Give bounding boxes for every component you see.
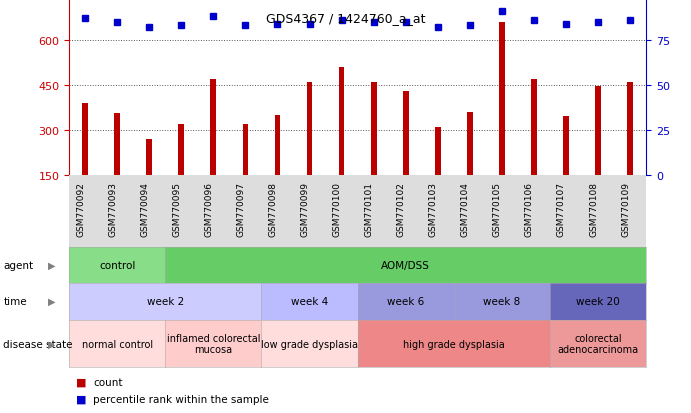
Text: GSM770098: GSM770098 <box>269 181 278 236</box>
Text: high grade dysplasia: high grade dysplasia <box>403 339 504 349</box>
Bar <box>435 128 441 176</box>
Text: week 8: week 8 <box>483 297 520 306</box>
Text: colorectal
adenocarcinoma: colorectal adenocarcinoma <box>558 333 638 355</box>
Text: inflamed colorectal
mucosa: inflamed colorectal mucosa <box>167 333 260 355</box>
Text: control: control <box>99 260 135 271</box>
Text: low grade dysplasia: low grade dysplasia <box>261 339 358 349</box>
Bar <box>274 116 281 176</box>
Text: ■: ■ <box>76 377 86 387</box>
Text: week 6: week 6 <box>387 297 424 306</box>
Bar <box>627 83 633 176</box>
Bar <box>595 87 601 176</box>
Text: percentile rank within the sample: percentile rank within the sample <box>93 394 269 404</box>
Text: GSM770105: GSM770105 <box>493 181 502 236</box>
Text: GSM770107: GSM770107 <box>557 181 566 236</box>
Bar <box>467 113 473 176</box>
Text: GSM770092: GSM770092 <box>76 181 85 236</box>
Text: GSM770109: GSM770109 <box>621 181 630 236</box>
Text: normal control: normal control <box>82 339 153 349</box>
Text: GSM770108: GSM770108 <box>589 181 598 236</box>
Text: week 2: week 2 <box>146 297 184 306</box>
Bar <box>211 80 216 176</box>
Text: GSM770104: GSM770104 <box>461 181 470 236</box>
Text: GDS4367 / 1424760_a_at: GDS4367 / 1424760_a_at <box>266 12 425 25</box>
Text: GSM770094: GSM770094 <box>140 181 149 236</box>
Text: ▶: ▶ <box>48 260 55 271</box>
Text: GSM770095: GSM770095 <box>172 181 181 236</box>
Text: disease state: disease state <box>3 339 73 349</box>
Bar <box>339 68 344 176</box>
Text: GSM770101: GSM770101 <box>365 181 374 236</box>
Bar <box>371 83 377 176</box>
Text: GSM770096: GSM770096 <box>205 181 214 236</box>
Text: GSM770093: GSM770093 <box>108 181 117 236</box>
Text: GSM770100: GSM770100 <box>332 181 341 236</box>
Text: GSM770102: GSM770102 <box>397 181 406 236</box>
Bar <box>114 114 120 176</box>
Bar <box>82 104 88 176</box>
Text: GSM770097: GSM770097 <box>236 181 245 236</box>
Bar <box>563 117 569 176</box>
Text: count: count <box>93 377 123 387</box>
Text: ▶: ▶ <box>48 339 55 349</box>
Text: week 4: week 4 <box>291 297 328 306</box>
Text: GSM770106: GSM770106 <box>525 181 534 236</box>
Text: GSM770099: GSM770099 <box>301 181 310 236</box>
Bar <box>531 80 537 176</box>
Bar <box>403 92 408 176</box>
Bar <box>499 23 504 176</box>
Bar <box>243 125 248 176</box>
Text: ■: ■ <box>76 394 86 404</box>
Bar <box>307 83 312 176</box>
Text: week 20: week 20 <box>576 297 620 306</box>
Text: GSM770103: GSM770103 <box>428 181 437 236</box>
Bar <box>146 140 152 176</box>
Text: ▶: ▶ <box>48 297 55 306</box>
Bar <box>178 125 184 176</box>
Text: time: time <box>3 297 27 306</box>
Text: agent: agent <box>3 260 34 271</box>
Text: AOM/DSS: AOM/DSS <box>381 260 430 271</box>
